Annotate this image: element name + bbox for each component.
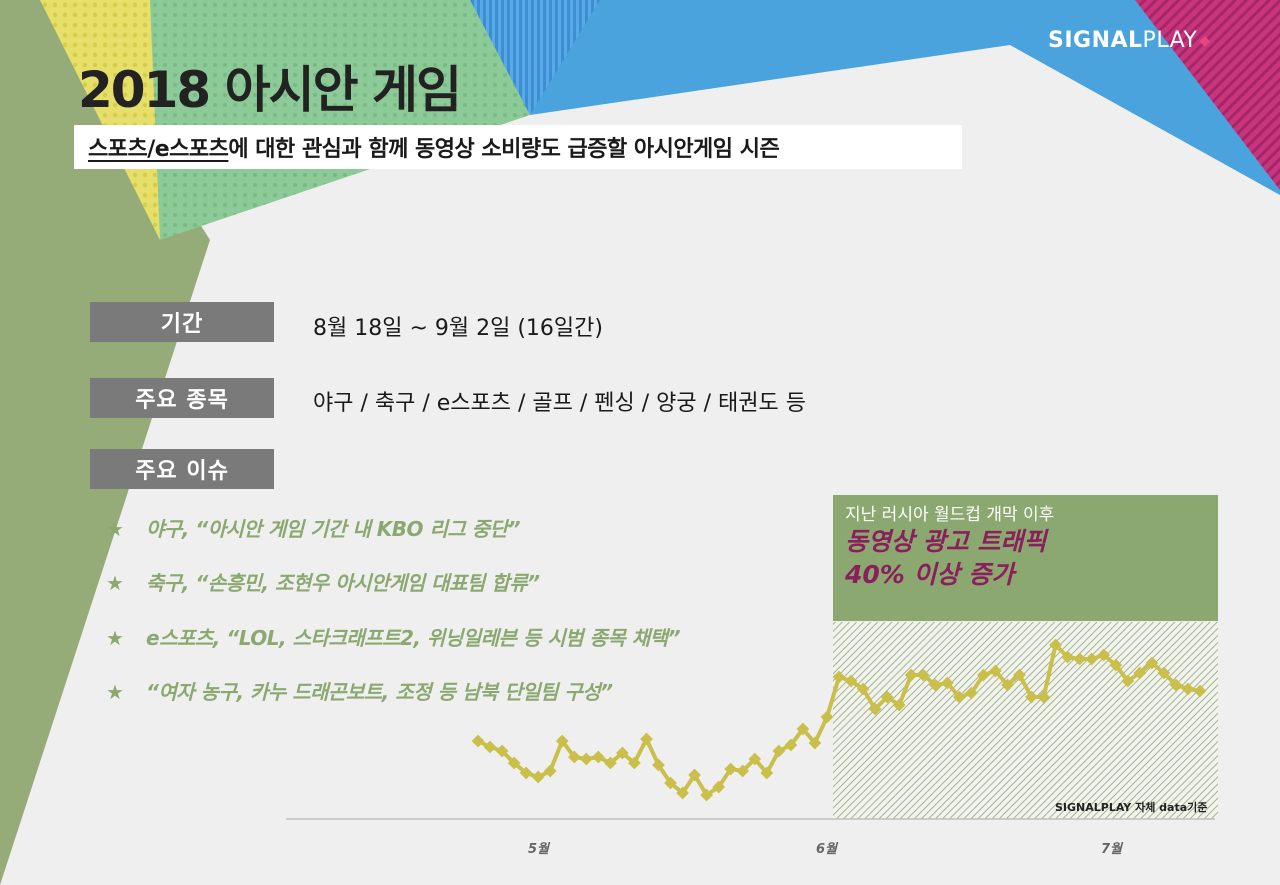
page-title: 2018 아시안 게임 [78,61,462,119]
x-tick-july: 7월 [1101,842,1123,857]
issue-text: e스포츠, “LOL, 스타크래프트2, 위닝일레븐 등 시범 종목 채택” [146,626,680,650]
value-events: 야구 / 축구 / e스포츠 / 골프 / 펜싱 / 양궁 / 태권도 등 [313,391,807,416]
subtitle-rest: 에 대한 관심과 함께 동영상 소비량도 급증할 아시안게임 시즌 [228,137,780,162]
data-point-29 [820,710,834,724]
traffic-callout: 지난 러시아 월드컵 개막 이후 동영상 광고 트래픽 40% 이상 증가 [833,495,1218,621]
subtitle-banner: 스포츠/e스포츠에 대한 관심과 함께 동영상 소비량도 급증할 아시안게임 시… [74,125,962,169]
label-period: 기간 [90,302,274,342]
issue-item-esports: ★ e스포츠, “LOL, 스타크래프트2, 위닝일레븐 등 시범 종목 채택” [106,622,680,651]
star-icon: ★ [106,517,124,541]
issue-text: 야구, “아시안 게임 기간 내 KBO 리그 중단” [146,517,520,541]
star-icon: ★ [106,680,124,704]
signalplay-logo: SIGNALPLAY ◆ [1048,28,1211,53]
x-tick-may: 5월 [528,842,550,857]
data-point-50 [1073,652,1087,666]
data-point-47 [1037,690,1050,704]
data-point-60 [1193,684,1207,698]
value-period: 8월 18일 ~ 9월 2일 (16일간) [313,316,603,341]
callout-headline: 동영상 광고 트래픽 [845,527,1047,556]
issue-text: “여자 농구, 카누 드래곤보트, 조정 등 남북 단일팀 구성” [146,680,613,704]
data-point-30 [832,670,846,684]
data-point-59 [1181,682,1195,696]
subtitle-highlight: 스포츠/e스포츠 [88,137,229,162]
callout-intro: 지난 러시아 월드컵 개막 이후 [845,505,1055,525]
label-issues: 주요 이슈 [90,449,274,489]
issue-item-unified-team: ★ “여자 농구, 카누 드래곤보트, 조정 등 남북 단일팀 구성” [106,676,613,705]
data-point-36 [904,668,918,682]
issue-text: 축구, “손흥민, 조현우 아시안게임 대표팀 합류” [146,571,540,595]
source-note: SIGNALPLAY 자체 data기준 [1055,801,1208,814]
series-line [477,643,1201,797]
data-point-10 [591,750,605,764]
data-point-9 [579,752,593,766]
star-icon: ★ [106,626,124,650]
label-events: 주요 종목 [90,378,274,418]
issue-item-baseball: ★ 야구, “아시안 게임 기간 내 KBO 리그 중단” [106,513,520,542]
star-icon: ★ [106,571,124,595]
x-tick-june: 6월 [816,842,838,857]
callout-stat: 40% 이상 증가 [845,560,1015,589]
issue-item-soccer: ★ 축구, “손흥민, 조현우 아시안게임 대표팀 합류” [106,567,540,596]
data-point-51 [1085,652,1099,666]
